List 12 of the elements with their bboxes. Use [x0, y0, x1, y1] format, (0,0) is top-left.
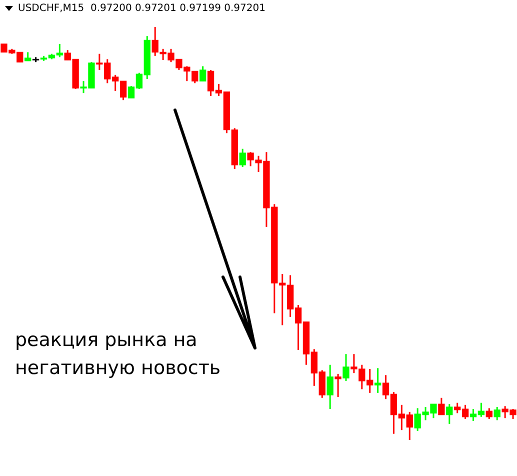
candlestick [326, 364, 334, 410]
candlestick [334, 373, 342, 398]
candlestick [446, 403, 453, 425]
annotation: реакция рынка на негативную новость [15, 328, 222, 381]
candlestick [438, 397, 445, 416]
candlestick [342, 353, 350, 382]
chart-title: USDCHF,M15 0.97200 0.97201 0.97199 0.97201 [18, 3, 266, 14]
candlestick [199, 65, 206, 82]
candlestick [494, 406, 500, 421]
candlestick [374, 367, 382, 394]
candlestick [239, 148, 246, 168]
candlestick [486, 407, 492, 420]
